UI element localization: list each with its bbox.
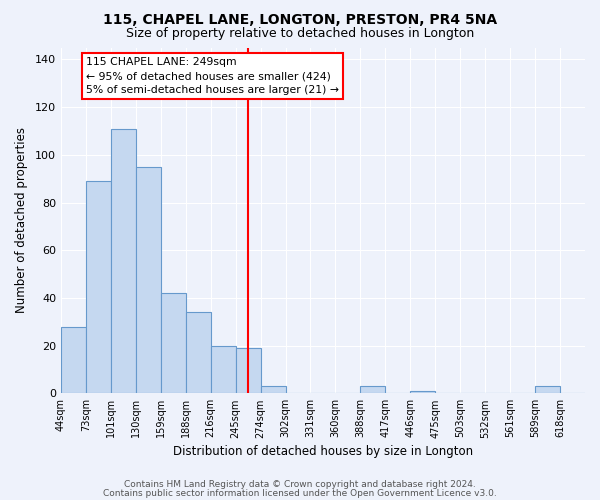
Bar [86,181,111,394]
Bar [136,166,161,394]
Text: Contains public sector information licensed under the Open Government Licence v3: Contains public sector information licen… [103,488,497,498]
Bar [260,386,286,394]
Text: Size of property relative to detached houses in Longton: Size of property relative to detached ho… [126,28,474,40]
Bar [111,128,136,394]
Bar [236,348,260,394]
Bar [535,386,560,394]
Bar [211,346,236,394]
Text: 115, CHAPEL LANE, LONGTON, PRESTON, PR4 5NA: 115, CHAPEL LANE, LONGTON, PRESTON, PR4 … [103,12,497,26]
X-axis label: Distribution of detached houses by size in Longton: Distribution of detached houses by size … [173,444,473,458]
Bar [61,326,86,394]
Y-axis label: Number of detached properties: Number of detached properties [15,128,28,314]
Bar [361,386,385,394]
Bar [410,391,435,394]
Text: Contains HM Land Registry data © Crown copyright and database right 2024.: Contains HM Land Registry data © Crown c… [124,480,476,489]
Bar [186,312,211,394]
Text: 115 CHAPEL LANE: 249sqm
← 95% of detached houses are smaller (424)
5% of semi-de: 115 CHAPEL LANE: 249sqm ← 95% of detache… [86,57,339,95]
Bar [161,293,186,394]
